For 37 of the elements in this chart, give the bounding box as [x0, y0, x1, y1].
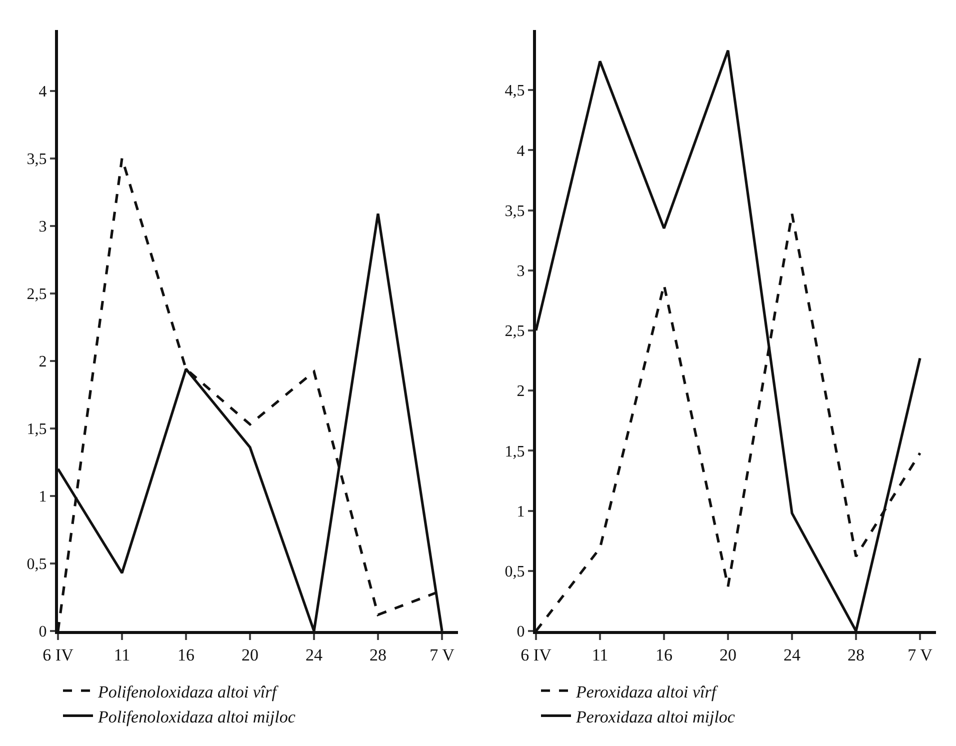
- x-tick-label: 6 IV: [42, 645, 74, 664]
- y-tick-label: 0: [516, 624, 525, 641]
- y-tick-label: 4: [516, 142, 525, 160]
- y-tick-label: 3,5: [504, 202, 525, 220]
- y-tick-label: 3: [516, 263, 525, 280]
- y-tick-label: 1: [516, 503, 525, 520]
- x-tick-label: 7 V: [908, 645, 934, 664]
- x-tick-label: 20: [720, 645, 736, 664]
- x-tick-label: 16: [178, 645, 194, 664]
- x-tick-label: 11: [592, 645, 608, 664]
- legend-label: Peroxidaza altoi mijloc: [575, 707, 736, 726]
- y-tick-label: 1,5: [26, 421, 47, 438]
- y-tick-label: 2: [38, 353, 47, 370]
- y-tick-label: 2,5: [504, 323, 525, 340]
- y-tick-label: 3: [38, 218, 47, 236]
- y-tick-label: 0,5: [504, 564, 525, 580]
- x-tick-label: 24: [306, 645, 323, 664]
- x-tick-label: 16: [656, 645, 672, 664]
- y-tick-label: 3,5: [26, 150, 47, 168]
- y-tick-label: 0: [38, 624, 47, 641]
- x-tick-label: 7 V: [430, 645, 456, 664]
- legend-label: Polifenoloxidaza altoi vîrf: [97, 682, 279, 702]
- y-tick-label: 1,5: [504, 443, 525, 460]
- legend-label: Peroxidaza altoi vîrf: [575, 682, 718, 702]
- x-tick-label: 6 IV: [520, 645, 552, 664]
- y-tick-label: 2,5: [26, 286, 47, 303]
- y-tick-label: 0,5: [26, 556, 47, 574]
- x-tick-label: 28: [848, 645, 864, 664]
- x-tick-label: 24: [784, 645, 801, 664]
- y-tick-label: 4: [38, 83, 47, 100]
- legend-label: Polifenoloxidaza altoi mijloc: [97, 707, 296, 726]
- y-tick-label: 4,5: [504, 82, 525, 100]
- x-tick-label: 20: [242, 645, 258, 664]
- x-tick-label: 28: [370, 645, 386, 664]
- y-tick-label: 2: [516, 383, 525, 400]
- x-tick-label: 11: [114, 645, 130, 664]
- y-tick-label: 1: [38, 488, 47, 506]
